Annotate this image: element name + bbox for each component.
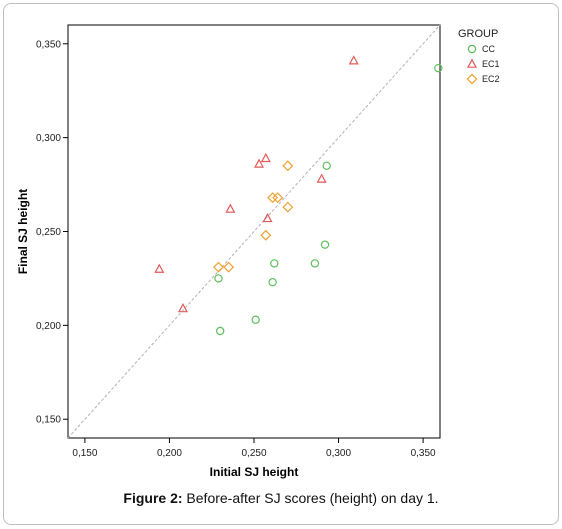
- legend-ec2-marker: [466, 73, 478, 85]
- y-tick-label: 0,300: [36, 133, 61, 144]
- ec1-data-point: [260, 152, 271, 163]
- ec2-data-point: [272, 192, 284, 204]
- x-tick-label: 0,150: [72, 448, 97, 459]
- ec1-data-point: [254, 158, 265, 168]
- cc-data-point: [322, 161, 331, 170]
- y-axis-ticks: 0,150 0,200 0,250 0,300 0,350: [36, 39, 68, 426]
- legend: GROUP CC EC1 EC2: [458, 28, 500, 85]
- ec2-data-point: [260, 229, 272, 241]
- legend-ec1-marker: [466, 58, 478, 68]
- legend-label-ec1: EC1: [482, 59, 500, 69]
- caption-label: Figure 2:: [123, 490, 183, 506]
- x-axis-label: Initial SJ height: [210, 465, 299, 479]
- ec1-data-point: [154, 263, 165, 273]
- legend-label-ec2: EC2: [482, 74, 500, 84]
- cc-data-point: [320, 240, 330, 249]
- ec1-data-point: [177, 303, 188, 313]
- cc-data-point: [310, 259, 320, 268]
- y-tick-label: 0,350: [36, 39, 61, 50]
- cc-data-point: [215, 326, 225, 336]
- cc-data-point: [270, 259, 279, 268]
- ec1-data-point: [316, 173, 327, 183]
- cc-data-point: [268, 277, 277, 287]
- cc-data-point: [251, 315, 260, 324]
- y-axis-label: Final SJ height: [16, 189, 30, 274]
- ec2-data-point: [282, 201, 294, 213]
- cc-data-point: [214, 274, 223, 283]
- identity-reference-line: [67, 24, 441, 439]
- x-tick-label: 0,300: [326, 448, 351, 459]
- x-tick-label: 0,250: [241, 448, 266, 459]
- cc-data-point: [434, 63, 443, 73]
- ec2-data-point: [223, 261, 235, 273]
- x-axis-ticks: 0,150 0,200 0,250 0,300 0,350: [72, 438, 436, 459]
- y-tick-label: 0,200: [36, 321, 61, 332]
- ec2-data-point: [282, 160, 294, 172]
- legend-label-cc: CC: [482, 44, 495, 54]
- x-tick-label: 0,200: [157, 448, 182, 459]
- x-tick-label: 0,350: [411, 448, 436, 459]
- ec2-data-point: [267, 192, 279, 204]
- legend-cc-marker: [467, 44, 477, 54]
- scatter-chart: 0,150 0,200 0,250 0,300 0,350 0,150 0,200 0,25…: [16, 24, 500, 479]
- y-tick-label: 0,150: [36, 415, 61, 426]
- ec1-data-point: [262, 212, 273, 223]
- legend-title: GROUP: [458, 28, 498, 40]
- ec1-data-point: [348, 55, 359, 65]
- y-tick-label: 0,250: [36, 227, 61, 238]
- caption-text: Before-after SJ scores (height) on day 1…: [182, 490, 439, 506]
- ec1-data-point: [225, 203, 236, 213]
- ec2-data-point: [213, 261, 224, 273]
- data-points: [154, 55, 443, 336]
- figure-caption: Figure 2: Before-after SJ scores (height…: [0, 490, 562, 506]
